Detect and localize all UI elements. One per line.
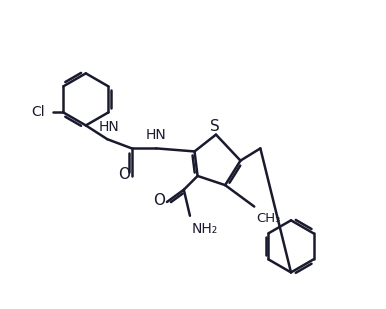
Text: NH₂: NH₂ [191,222,218,236]
Text: HN: HN [98,120,119,134]
Text: CH₃: CH₃ [256,212,280,225]
Text: S: S [210,120,219,134]
Text: O: O [153,193,165,208]
Text: HN: HN [146,128,167,142]
Text: Cl: Cl [31,105,45,119]
Text: O: O [118,167,130,182]
